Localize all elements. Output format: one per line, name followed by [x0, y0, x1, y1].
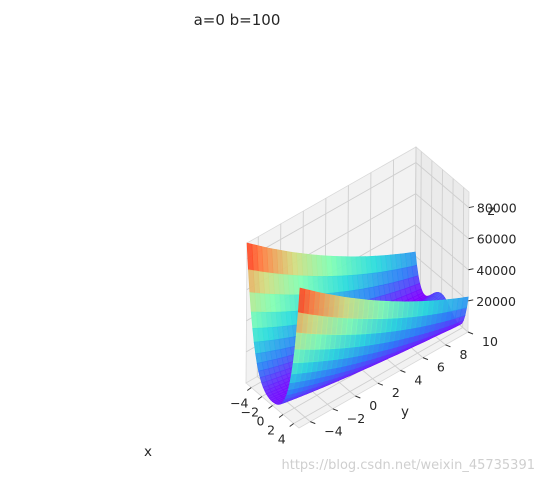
surface-face — [253, 341, 261, 355]
chart-title: a=0 b=100 — [194, 11, 281, 29]
surface — [246, 242, 469, 405]
y-tick — [355, 395, 361, 399]
y-tick — [400, 369, 406, 373]
z-tick-label: 80000 — [477, 201, 517, 216]
surface-face — [255, 352, 263, 364]
z-tick — [468, 237, 474, 240]
surface-face — [246, 242, 254, 271]
surface-face — [248, 269, 256, 294]
y-tick — [310, 421, 316, 425]
x-tick-label: −4 — [230, 396, 248, 411]
y-tick-label: 8 — [460, 347, 468, 362]
x-tick-label: 0 — [257, 414, 265, 429]
y-tick — [377, 382, 384, 386]
x-tick-label: −2 — [241, 405, 259, 420]
y-tick-label: 10 — [482, 334, 498, 349]
y-tick-label: −2 — [347, 411, 365, 426]
z-axis-label: z — [487, 203, 494, 219]
y-tick-label: 4 — [414, 372, 422, 387]
z-tick — [468, 268, 474, 271]
y-tick-label: 6 — [437, 360, 445, 375]
z-tick — [468, 206, 474, 209]
y-tick-label: 2 — [392, 385, 400, 400]
z-tick — [468, 299, 474, 302]
y-tick — [445, 344, 451, 348]
x-tick-label: 2 — [267, 423, 275, 438]
x-tick — [257, 396, 263, 400]
y-tick — [467, 331, 474, 335]
z-tick-label: 20000 — [476, 294, 516, 309]
x-tick — [247, 387, 252, 391]
x-tick — [289, 423, 295, 427]
y-tick-label: −4 — [324, 424, 342, 439]
y-axis-label: y — [401, 404, 409, 420]
x-tick — [268, 405, 273, 409]
surface-face — [297, 287, 306, 314]
z-tick-label: 60000 — [477, 232, 517, 247]
x-axis-label: x — [144, 444, 152, 460]
y-tick-label: 0 — [369, 398, 377, 413]
y-tick — [332, 408, 338, 412]
x-tick — [278, 414, 284, 418]
grid-line-z — [246, 162, 470, 259]
watermark: https://blog.csdn.net/weixin_45735391 — [281, 458, 535, 473]
y-tick — [422, 357, 429, 361]
z-tick-label: 40000 — [476, 263, 516, 278]
x-tick-label: 4 — [278, 432, 286, 447]
